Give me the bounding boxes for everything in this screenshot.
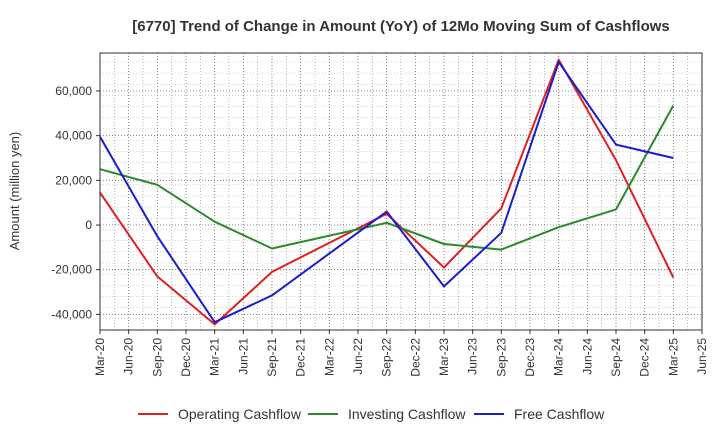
- grid-lines: [99, 53, 703, 331]
- operating-cashflow-line: [99, 58, 675, 326]
- x-tick-label: Mar-21: [208, 338, 222, 376]
- x-tick-label: Mar-20: [93, 338, 107, 376]
- x-tick-label: Jun-24: [580, 338, 594, 375]
- chart-title: [6770] Trend of Change in Amount (YoY) o…: [132, 18, 670, 35]
- y-tick-label: -40,000: [51, 307, 92, 321]
- x-tick-label: Mar-23: [437, 338, 451, 376]
- x-tick-label: Mar-24: [552, 338, 566, 376]
- free-cashflow-line: [99, 60, 674, 324]
- x-tick-label: Sep-23: [494, 338, 508, 377]
- y-tick-label: 20,000: [55, 173, 92, 187]
- legend-label-free-cashflow: Free Cashflow: [514, 406, 605, 422]
- x-tick-label: Jun-22: [351, 338, 365, 375]
- x-tick-label: Dec-20: [179, 338, 193, 377]
- plot-frame: [99, 52, 703, 331]
- x-tick-label: Jun-20: [122, 338, 136, 375]
- y-axis-title: Amount (million yen): [7, 132, 22, 251]
- x-tick-label: Jun-25: [695, 338, 709, 375]
- x-tick-label: Dec-23: [523, 338, 537, 377]
- legend: Operating Cashflow Investing Cashflow Free…: [138, 406, 605, 422]
- y-tick-label: 60,000: [55, 84, 92, 98]
- series-lines: [99, 58, 675, 326]
- x-tick-label: Sep-22: [380, 338, 394, 377]
- x-tick-label: Dec-24: [638, 338, 652, 377]
- x-tick-label: Mar-25: [666, 338, 680, 376]
- x-tick-label: Dec-22: [408, 338, 422, 377]
- x-tick-label: Sep-20: [150, 338, 164, 377]
- x-tick-label: Mar-22: [322, 338, 336, 376]
- x-tick-label: Sep-24: [609, 338, 623, 377]
- legend-label-investing-cashflow: Investing Cashflow: [348, 406, 466, 422]
- axes: -40,000 -20,000 0 20,000 40,000 60,000 Mar-20 J…: [51, 52, 709, 377]
- y-tick-label: 0: [85, 218, 92, 232]
- x-tick-label: Jun-21: [236, 338, 250, 375]
- x-tick-label: Dec-21: [294, 338, 308, 377]
- x-tick-label: Sep-21: [265, 338, 279, 377]
- x-tick-label: Jun-23: [466, 338, 480, 375]
- y-tick-label: 40,000: [55, 129, 92, 143]
- legend-label-operating-cashflow: Operating Cashflow: [178, 406, 302, 422]
- investing-cashflow-line: [99, 105, 675, 251]
- y-tick-label: -20,000: [51, 263, 92, 277]
